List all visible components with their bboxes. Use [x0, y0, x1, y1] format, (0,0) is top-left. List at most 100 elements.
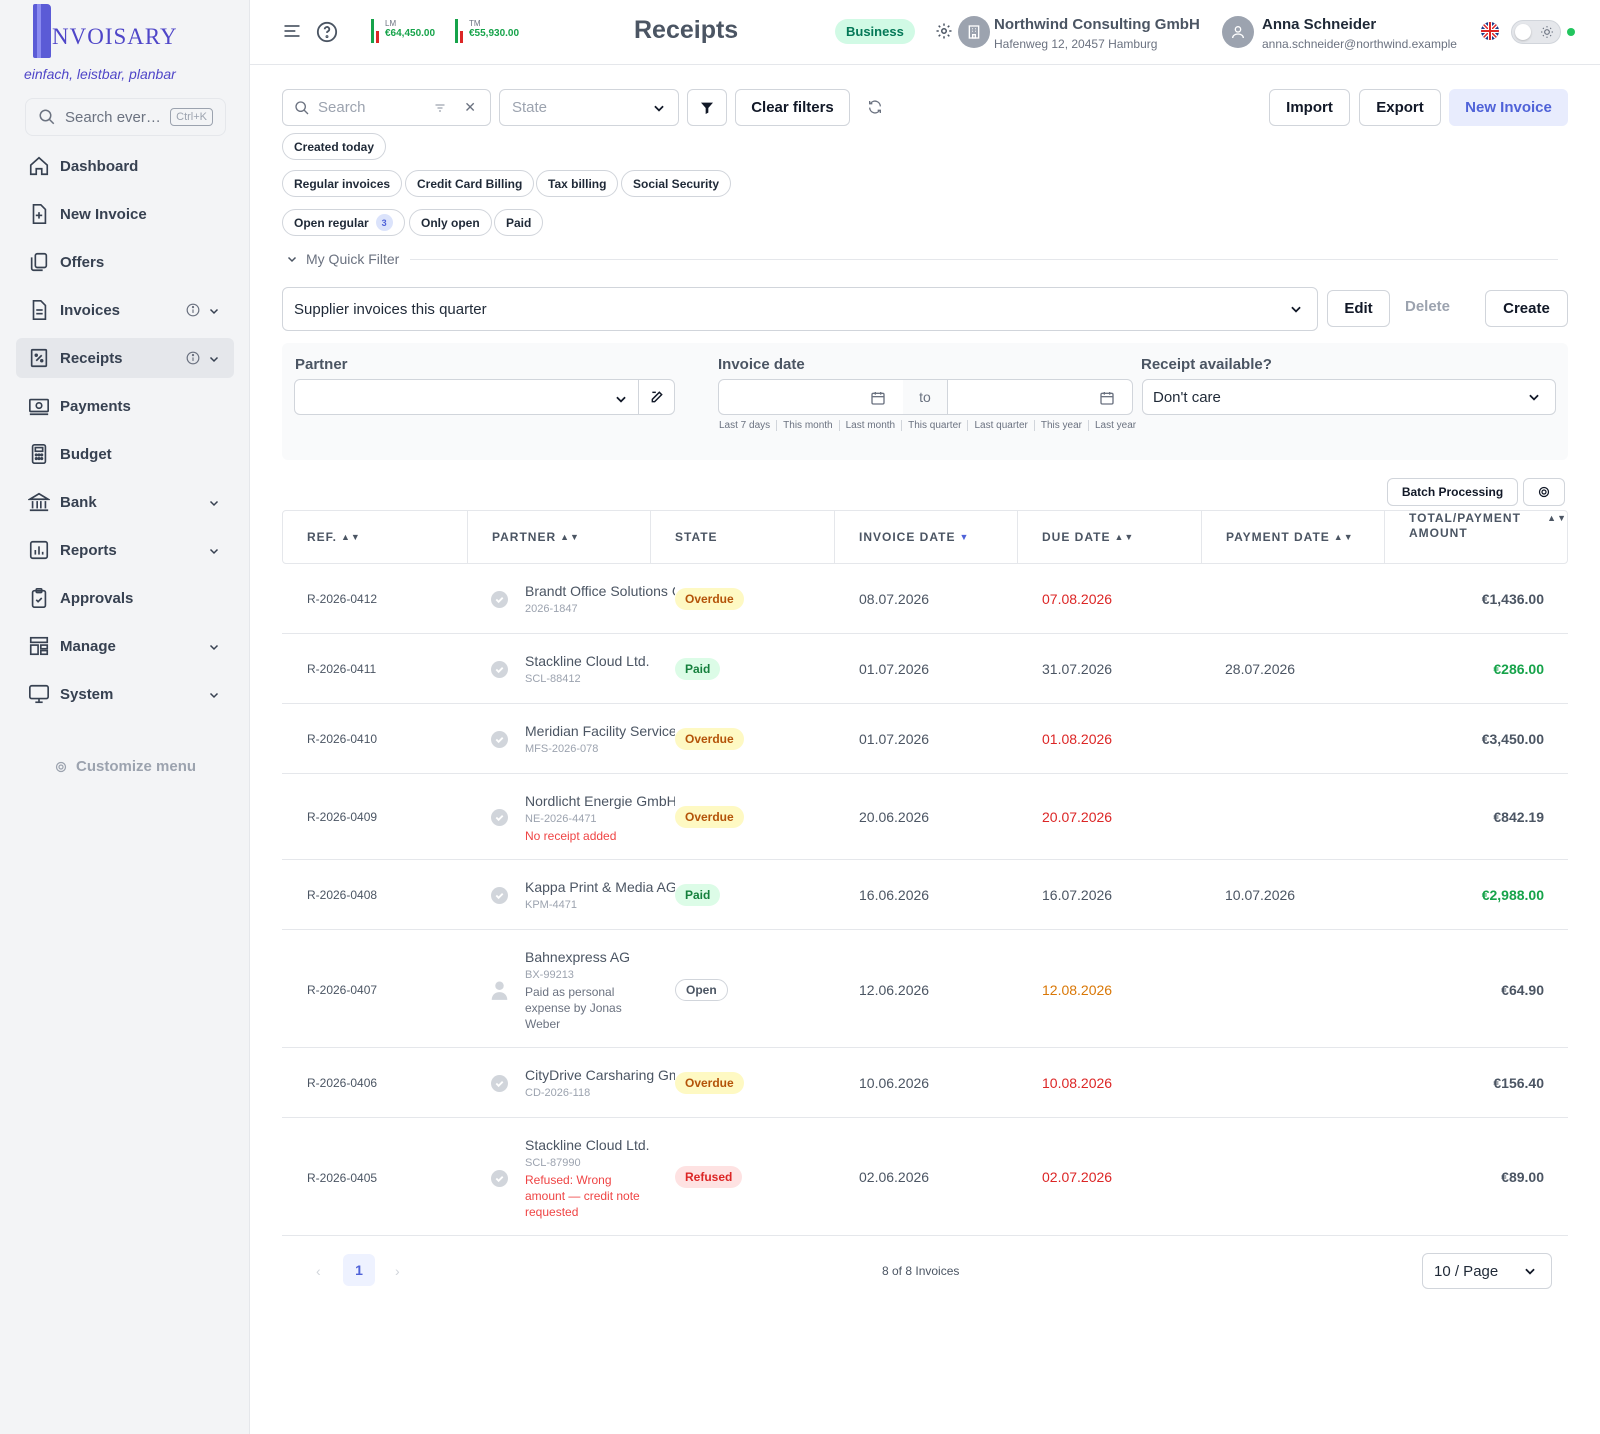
- user-info[interactable]: Anna Schneider anna.schneider@northwind.…: [1262, 16, 1457, 51]
- page-size-select[interactable]: 10 / Page: [1422, 1253, 1552, 1289]
- uk-flag-icon[interactable]: [1481, 22, 1499, 40]
- column-header-state[interactable]: STATE: [650, 511, 834, 563]
- edit-partner-button[interactable]: [638, 380, 674, 414]
- company-avatar[interactable]: [958, 16, 990, 48]
- chip-social-security[interactable]: Social Security: [621, 170, 732, 197]
- sidebar-item-budget[interactable]: Budget: [16, 434, 234, 474]
- chip-regular-invoices[interactable]: Regular invoices: [282, 170, 403, 197]
- sidebar-item-payments[interactable]: Payments: [16, 386, 234, 426]
- table-row[interactable]: R-2026-0410 Meridian Facility Services G…: [282, 704, 1568, 774]
- preset-last-year[interactable]: Last year: [1094, 420, 1137, 431]
- preset-last-quarter[interactable]: Last quarter: [968, 420, 1035, 431]
- search-input[interactable]: Search ✕: [282, 89, 491, 126]
- customize-menu-button[interactable]: Customize menu: [55, 758, 196, 775]
- column-header-due-date[interactable]: DUE DATE ▲▼: [1017, 511, 1201, 563]
- state-select[interactable]: State: [499, 89, 679, 126]
- user-avatar[interactable]: [1222, 16, 1254, 48]
- chevron-down-icon[interactable]: [208, 305, 220, 317]
- chevron-down-icon[interactable]: [208, 545, 220, 557]
- column-header-amount[interactable]: TOTAL/PAYMENT AMOUNT ▲▼: [1384, 511, 1567, 563]
- row-partner[interactable]: Bahnexpress AG: [525, 949, 631, 965]
- column-header-partner[interactable]: PARTNER ▲▼: [467, 511, 650, 563]
- clear-filters-button[interactable]: Clear filters: [735, 89, 850, 126]
- row-partner[interactable]: Brandt Office Solutions GmbH: [525, 583, 675, 599]
- sidebar-item-new-invoice[interactable]: New Invoice: [16, 194, 234, 234]
- preset-this-quarter[interactable]: This quarter: [902, 420, 969, 431]
- quick-filter-toggle[interactable]: My Quick Filter: [286, 251, 399, 267]
- receipt-available-select[interactable]: Don't care: [1142, 379, 1556, 415]
- sidebar-item-bank[interactable]: Bank: [16, 482, 234, 522]
- theme-toggle[interactable]: [1511, 20, 1561, 44]
- quick-filter-edit-button[interactable]: Edit: [1327, 290, 1390, 327]
- pagination-prev-icon[interactable]: ‹: [316, 1263, 321, 1279]
- column-header-payment-date[interactable]: PAYMENT DATE ▲▼: [1201, 511, 1384, 563]
- sidebar-item-manage[interactable]: Manage: [16, 626, 234, 666]
- row-partner[interactable]: Stackline Cloud Ltd.: [525, 653, 650, 669]
- chip-only-open[interactable]: Only open: [409, 209, 492, 236]
- row-partner[interactable]: CityDrive Carsharing GmbH: [525, 1067, 675, 1083]
- new-invoice-button[interactable]: New Invoice: [1449, 89, 1568, 126]
- kpi-this-month[interactable]: TM €55,930.00: [455, 19, 519, 43]
- table-row[interactable]: R-2026-0406 CityDrive Carsharing GmbH CD…: [282, 1048, 1568, 1118]
- sidebar-item-dashboard[interactable]: Dashboard: [16, 146, 234, 186]
- pagination-next-icon[interactable]: ›: [395, 1263, 400, 1279]
- sidebar-item-offers[interactable]: Offers: [16, 242, 234, 282]
- row-partner[interactable]: Kappa Print & Media AG: [525, 879, 675, 895]
- sidebar-item-invoices[interactable]: Invoices: [16, 290, 234, 330]
- chevron-down-icon[interactable]: [208, 689, 220, 701]
- quick-filter-create-button[interactable]: Create: [1485, 290, 1568, 327]
- batch-processing-button[interactable]: Batch Processing: [1387, 478, 1518, 506]
- preset-this-year[interactable]: This year: [1035, 420, 1089, 431]
- chip-open-regular[interactable]: Open regular 3: [282, 209, 405, 236]
- global-search-input[interactable]: Search ever… Ctrl+K: [25, 98, 226, 136]
- tagline: einfach, leistbar, planbar: [24, 66, 176, 82]
- kpi-last-month[interactable]: LM €64,450.00: [371, 19, 435, 43]
- info-icon[interactable]: [186, 351, 200, 365]
- row-partner[interactable]: Nordlicht Energie GmbH: [525, 793, 675, 809]
- chevron-down-icon[interactable]: [208, 497, 220, 509]
- gear-icon[interactable]: [935, 22, 953, 40]
- chip-credit-card-billing[interactable]: Credit Card Billing: [405, 170, 535, 197]
- row-partner[interactable]: Meridian Facility Services GmbH: [525, 723, 675, 739]
- preset-last-7-days[interactable]: Last 7 days: [719, 420, 778, 431]
- preset-last-month[interactable]: Last month: [840, 420, 903, 431]
- quick-filter-select[interactable]: Supplier invoices this quarter: [282, 287, 1318, 331]
- info-icon[interactable]: [186, 303, 200, 317]
- logo[interactable]: NVOISARY: [33, 4, 178, 58]
- clear-search-icon[interactable]: ✕: [464, 99, 476, 115]
- table-row[interactable]: R-2026-0407 Bahnexpress AG BX-99213 Paid…: [282, 930, 1568, 1048]
- export-button[interactable]: Export: [1359, 89, 1441, 126]
- filter-lines-icon[interactable]: [434, 102, 446, 114]
- row-partner[interactable]: Stackline Cloud Ltd.: [525, 1137, 650, 1153]
- import-button[interactable]: Import: [1269, 89, 1350, 126]
- chip-created-today[interactable]: Created today: [282, 133, 387, 160]
- preset-this-month[interactable]: This month: [777, 420, 840, 431]
- table-row[interactable]: R-2026-0411 Stackline Cloud Ltd. SCL-884…: [282, 634, 1568, 704]
- sidebar-item-system[interactable]: System: [16, 674, 234, 714]
- partner-select[interactable]: [294, 379, 675, 415]
- chevron-down-icon[interactable]: [208, 641, 220, 653]
- column-header-ref[interactable]: REF. ▲▼: [283, 511, 467, 563]
- table-row[interactable]: R-2026-0409 Nordlicht Energie GmbH NE-20…: [282, 774, 1568, 860]
- table-row[interactable]: R-2026-0408 Kappa Print & Media AG KPM-4…: [282, 860, 1568, 930]
- chip-tax-billing[interactable]: Tax billing: [536, 170, 619, 197]
- column-settings-button[interactable]: [1523, 478, 1565, 506]
- row-partner-sub: SCL-88412: [525, 673, 581, 685]
- date-to-input[interactable]: [947, 379, 1133, 415]
- column-header-invoice-date[interactable]: INVOICE DATE ▼: [834, 511, 1017, 563]
- filter-button[interactable]: [687, 89, 727, 126]
- date-from-input[interactable]: [718, 379, 904, 415]
- sidebar-item-reports[interactable]: Reports: [16, 530, 234, 570]
- table-row[interactable]: R-2026-0405 Stackline Cloud Ltd. SCL-879…: [282, 1118, 1568, 1236]
- pagination-page-current[interactable]: 1: [343, 1254, 375, 1286]
- help-icon[interactable]: [316, 21, 338, 43]
- company-info[interactable]: Northwind Consulting GmbH Hafenweg 12, 2…: [994, 16, 1200, 51]
- table-row[interactable]: R-2026-0412 Brandt Office Solutions GmbH…: [282, 564, 1568, 634]
- sidebar-item-approvals[interactable]: Approvals: [16, 578, 234, 618]
- menu-icon[interactable]: [282, 21, 302, 41]
- quick-filter-delete-button[interactable]: Delete: [1405, 298, 1451, 315]
- chip-paid[interactable]: Paid: [494, 209, 544, 236]
- chevron-down-icon[interactable]: [208, 353, 220, 365]
- sidebar-item-receipts[interactable]: Receipts: [16, 338, 234, 378]
- refresh-icon[interactable]: [867, 99, 883, 115]
